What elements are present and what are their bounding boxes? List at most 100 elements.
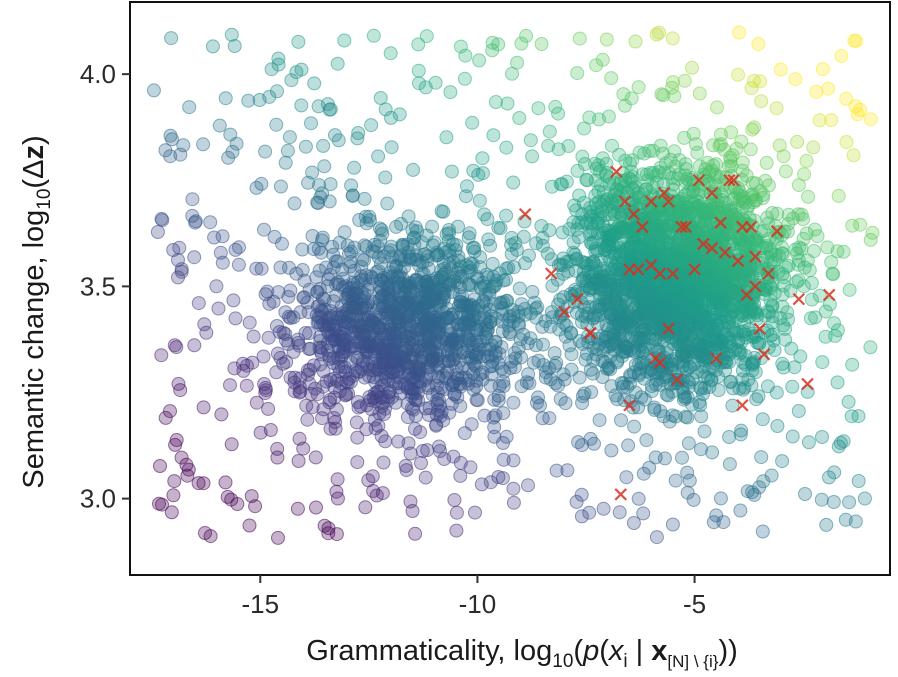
data-point <box>678 326 693 341</box>
data-point <box>260 284 275 299</box>
data-point <box>310 315 325 330</box>
data-point <box>290 501 305 516</box>
data-point <box>351 126 366 140</box>
data-point <box>214 407 229 422</box>
data-point <box>171 376 186 391</box>
data-point <box>287 384 302 399</box>
data-point <box>809 84 824 99</box>
data-point <box>698 334 713 348</box>
data-point <box>309 270 324 285</box>
data-point <box>164 505 179 520</box>
data-point <box>619 470 634 485</box>
data-point <box>506 495 521 510</box>
data-point <box>600 361 614 376</box>
data-point <box>670 252 685 267</box>
data-point <box>291 336 305 350</box>
data-point <box>569 305 584 320</box>
data-point <box>310 387 325 402</box>
data-point <box>863 112 878 127</box>
data-point <box>426 273 441 288</box>
data-point <box>649 530 664 545</box>
data-point <box>685 397 700 412</box>
data-point <box>523 331 538 346</box>
data-point <box>305 400 320 415</box>
data-point <box>483 475 498 490</box>
data-point <box>746 73 761 88</box>
data-point <box>599 168 614 183</box>
data-point <box>439 130 454 145</box>
data-point <box>612 147 627 162</box>
data-point <box>617 344 632 359</box>
data-point <box>628 288 643 302</box>
data-point <box>631 491 646 506</box>
data-point <box>434 204 449 219</box>
data-point <box>261 401 276 416</box>
data-point <box>683 282 698 297</box>
data-point <box>164 31 179 46</box>
data-point <box>269 365 284 380</box>
data-point <box>330 472 345 487</box>
data-point <box>223 378 237 393</box>
data-point <box>328 421 343 436</box>
data-point <box>419 228 434 243</box>
data-point <box>648 332 663 347</box>
data-point <box>586 311 601 326</box>
data-point <box>273 179 288 194</box>
data-point <box>642 460 657 475</box>
data-point <box>499 429 514 444</box>
data-point <box>270 441 285 456</box>
data-point <box>842 282 857 297</box>
data-point <box>197 317 212 332</box>
data-point <box>734 423 749 438</box>
data-point <box>213 245 228 260</box>
data-point <box>321 526 336 541</box>
data-point <box>535 411 550 426</box>
data-point <box>357 191 372 206</box>
data-point <box>769 101 784 116</box>
data-point <box>846 148 861 163</box>
x-tick-label: -15 <box>241 589 279 619</box>
data-point <box>358 300 373 315</box>
data-point <box>844 409 859 424</box>
data-point <box>418 401 433 416</box>
data-point <box>371 149 386 164</box>
data-point <box>753 184 768 199</box>
data-point <box>523 133 538 148</box>
data-point <box>188 214 203 229</box>
data-point <box>343 355 358 369</box>
data-point <box>627 419 642 434</box>
data-point <box>830 323 845 338</box>
data-point <box>449 523 464 538</box>
data-point <box>671 293 686 308</box>
data-point <box>712 138 727 153</box>
data-point <box>705 445 720 460</box>
data-point <box>704 278 719 293</box>
data-point <box>542 124 557 139</box>
data-point <box>227 39 242 53</box>
data-point <box>475 151 490 166</box>
data-point <box>152 496 166 511</box>
data-point <box>574 487 589 502</box>
data-point <box>504 247 519 261</box>
data-point <box>236 356 250 371</box>
data-point <box>392 107 407 122</box>
data-point <box>414 456 428 470</box>
data-point <box>429 418 444 433</box>
data-point <box>506 175 521 190</box>
data-point <box>488 277 503 292</box>
data-point <box>325 239 340 254</box>
data-point <box>665 517 680 532</box>
data-point <box>291 454 306 468</box>
data-point <box>778 164 793 179</box>
data-point <box>616 87 631 102</box>
data-point <box>196 476 211 491</box>
data-point <box>834 49 849 63</box>
data-point <box>271 51 286 66</box>
data-point <box>512 281 527 296</box>
data-point <box>366 28 381 43</box>
data-point <box>246 329 261 344</box>
data-point <box>244 489 259 504</box>
data-point <box>475 166 490 181</box>
data-point <box>766 333 781 348</box>
data-point <box>713 491 728 506</box>
